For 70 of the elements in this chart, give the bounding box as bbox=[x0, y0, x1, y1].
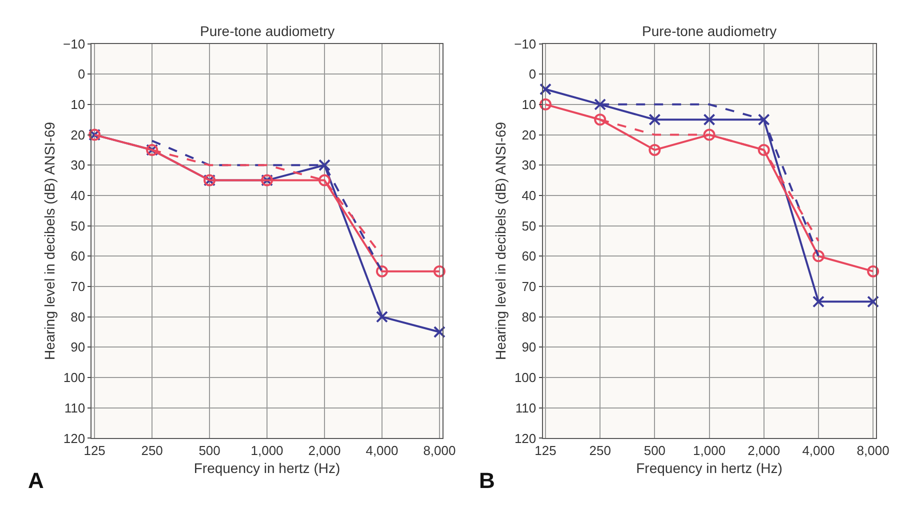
y-tick-label: 30 bbox=[70, 158, 86, 173]
y-axis-title: Hearing level in decibels (dB) ANSI-69 bbox=[42, 122, 58, 360]
point bbox=[812, 250, 824, 262]
point bbox=[539, 83, 552, 96]
y-tick-label: 40 bbox=[522, 188, 536, 204]
x-tick-label: 500 bbox=[644, 442, 666, 458]
x-tick-label: 250 bbox=[141, 442, 163, 458]
y-tick-label: 60 bbox=[522, 248, 536, 264]
x-tick-label: 125 bbox=[534, 442, 556, 458]
point bbox=[648, 114, 661, 126]
point bbox=[540, 98, 552, 110]
x-tick-label: 250 bbox=[589, 442, 611, 458]
x-tick-label: 125 bbox=[84, 442, 106, 458]
x-tick-label: 2,000 bbox=[748, 442, 780, 458]
y-tick-label: −10 bbox=[63, 36, 86, 52]
point bbox=[758, 144, 770, 156]
point bbox=[318, 174, 330, 186]
x-axis-title: Frequency in hertz (Hz) bbox=[636, 460, 782, 476]
x-tick-label: 8,000 bbox=[856, 442, 890, 458]
x-tick-label: 4,000 bbox=[802, 442, 835, 458]
point bbox=[867, 296, 880, 308]
point bbox=[648, 144, 661, 156]
point bbox=[812, 296, 824, 308]
y-tick-label: 0 bbox=[78, 66, 86, 82]
y-tick-label: 90 bbox=[70, 340, 86, 355]
point bbox=[433, 265, 446, 278]
x-tick-label: 8,000 bbox=[423, 442, 456, 458]
text: B bbox=[479, 468, 495, 493]
y-tick-label: 80 bbox=[70, 309, 86, 324]
y-axis-title: Hearing level in decibels (dB) ANSI-69 bbox=[492, 122, 509, 360]
y-tick-label: 10 bbox=[522, 96, 536, 112]
x-tick-label: 2,000 bbox=[308, 442, 341, 458]
y-tick-label: 20 bbox=[522, 127, 536, 142]
y-tick-label: 120 bbox=[514, 430, 536, 446]
y-tick-label: 110 bbox=[64, 400, 86, 416]
y-tick-label: 30 bbox=[522, 158, 536, 173]
y-tick-label: 80 bbox=[522, 309, 536, 324]
y-tick-label: 100 bbox=[63, 370, 86, 386]
point bbox=[758, 114, 770, 126]
point bbox=[376, 310, 388, 323]
chart-title: Pure-tone audiometry bbox=[642, 23, 777, 39]
y-tick-label: 90 bbox=[522, 340, 536, 355]
point bbox=[594, 98, 606, 110]
x-tick-label: 4,000 bbox=[366, 442, 398, 458]
y-tick-label: 60 bbox=[70, 248, 86, 264]
y-tick-label: 20 bbox=[70, 127, 86, 142]
x-tick-label: 1,000 bbox=[693, 442, 726, 458]
point bbox=[594, 114, 606, 126]
x-tick-label: 500 bbox=[198, 442, 220, 458]
point bbox=[703, 114, 716, 126]
point bbox=[433, 326, 446, 338]
y-tick-label: 70 bbox=[70, 279, 86, 294]
y-tick-label: 0 bbox=[528, 66, 536, 82]
y-tick-label: 110 bbox=[515, 400, 536, 416]
y-tick-label: 40 bbox=[70, 188, 86, 204]
y-tick-label: −10 bbox=[514, 36, 536, 52]
x-axis-title: Frequency in hertz (Hz) bbox=[194, 460, 340, 476]
point bbox=[376, 265, 388, 278]
y-tick-label: 70 bbox=[522, 279, 536, 294]
text: A bbox=[28, 468, 44, 493]
chart-title: Pure-tone audiometry bbox=[200, 23, 335, 39]
point bbox=[867, 265, 880, 278]
y-tick-label: 10 bbox=[70, 96, 86, 112]
y-tick-label: 100 bbox=[514, 370, 536, 386]
y-tick-label: 120 bbox=[63, 430, 86, 446]
x-tick-label: 1,000 bbox=[250, 442, 284, 458]
y-tick-label: 50 bbox=[70, 218, 86, 234]
point bbox=[318, 159, 330, 172]
y-tick-label: 50 bbox=[522, 218, 536, 234]
point bbox=[703, 128, 716, 141]
